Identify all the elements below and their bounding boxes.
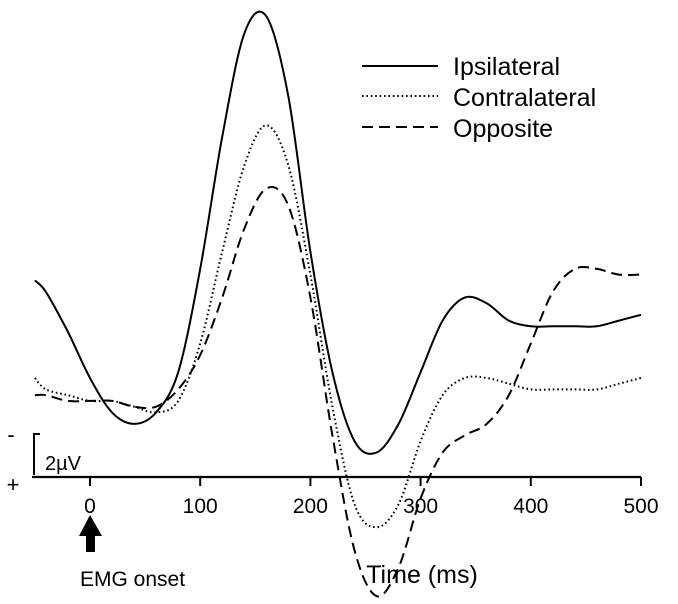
legend-label-contralateral: Contralateral [453, 84, 596, 112]
scale-bar-pos-sign: + [7, 472, 20, 497]
x-axis-title: Time (ms) [366, 561, 478, 589]
legend-label-ipsilateral: Ipsilateral [453, 53, 560, 81]
scale-bar-neg-sign: - [7, 422, 14, 447]
scale-bar: - + 2µV [7, 422, 82, 497]
emg-onset-label: EMG onset [80, 568, 185, 591]
series-line-opposite [34, 186, 642, 598]
series-curves [34, 10, 642, 598]
emg-onset-marker: EMG onset [79, 515, 185, 591]
series-line-ipsilateral [34, 10, 642, 455]
up-arrow-icon [79, 515, 102, 552]
scale-bar-label: 2µV [45, 453, 82, 475]
x-tick-label-500: 500 [623, 495, 658, 518]
x-tick-label-200: 200 [293, 495, 328, 518]
scale-bar-line [33, 433, 40, 475]
legend-label-opposite: Opposite [453, 115, 553, 143]
x-tick-label-0: 0 [84, 495, 96, 518]
x-tick-label-400: 400 [513, 495, 548, 518]
series-line-contralateral [34, 124, 642, 529]
x-tick-label-100: 100 [183, 495, 218, 518]
x-tick-label-300: 300 [403, 495, 438, 518]
legend: Ipsilateral Contralateral Opposite [362, 53, 596, 143]
x-ticks: 0 100 200 300 400 500 [84, 477, 659, 518]
